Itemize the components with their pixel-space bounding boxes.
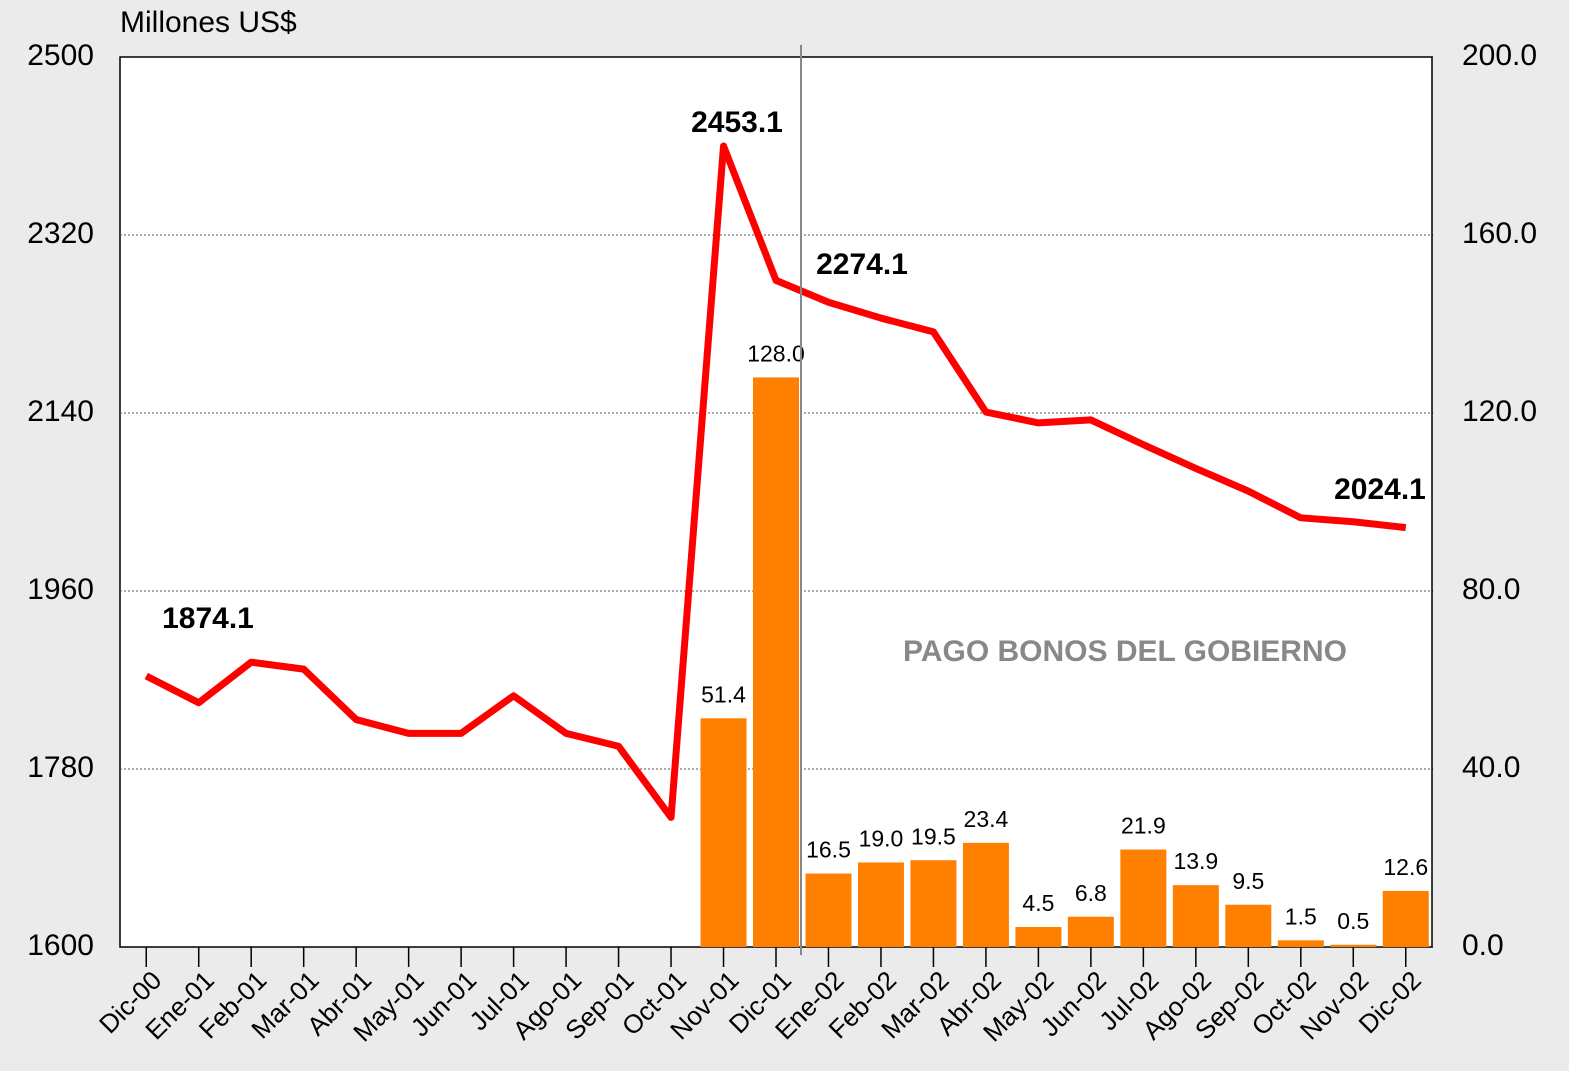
bar — [805, 873, 852, 947]
y2-tick-label: 120.0 — [1462, 395, 1537, 428]
annotation: 2453.1 — [691, 106, 783, 139]
bar — [1330, 944, 1377, 947]
annotation: PAGO BONOS DEL GOBIERNO — [903, 635, 1347, 668]
y-tick-label: 1600 — [27, 929, 94, 962]
bar-value-label: 19.0 — [859, 826, 904, 852]
bar — [1382, 890, 1429, 947]
bar-value-label: 51.4 — [701, 681, 746, 707]
line — [144, 142, 1407, 821]
y-tick-label: 1960 — [27, 573, 94, 606]
y-tick-label: 2320 — [27, 217, 94, 250]
y-tick-label: 2500 — [27, 39, 94, 72]
bar-value-label: 13.9 — [1173, 848, 1218, 874]
y2-tick-label: 160.0 — [1462, 217, 1537, 250]
bar — [1120, 849, 1167, 947]
y-tick-label: 1780 — [27, 751, 94, 784]
annotation: 2274.1 — [816, 248, 908, 281]
bar-value-label: 128.0 — [747, 340, 805, 366]
bar — [1277, 940, 1324, 947]
y2-tick-label: 40.0 — [1462, 751, 1520, 784]
annotation: 1874.1 — [162, 602, 254, 635]
bar-value-label: 21.9 — [1121, 813, 1166, 839]
bar — [700, 718, 747, 947]
bar-value-label: 4.5 — [1022, 890, 1054, 916]
y2-tick-label: 200.0 — [1462, 39, 1537, 72]
annotation: 2024.1 — [1334, 473, 1426, 506]
bar — [910, 860, 957, 947]
bar — [1172, 885, 1219, 947]
bar-value-label: 9.5 — [1232, 868, 1264, 894]
bar-value-label: 1.5 — [1285, 903, 1317, 929]
y-axis-label: Millones US$ — [120, 6, 297, 39]
bar-value-label: 23.4 — [964, 806, 1009, 832]
bar — [857, 862, 904, 947]
bar-value-label: 16.5 — [806, 837, 851, 863]
y2-tick-label: 0.0 — [1462, 929, 1504, 962]
bar — [1067, 916, 1114, 947]
bar — [1225, 904, 1272, 947]
bar-value-label: 12.6 — [1383, 854, 1428, 880]
bar — [962, 842, 1009, 947]
bar-value-label: 19.5 — [911, 823, 956, 849]
y-tick-label: 2140 — [27, 395, 94, 428]
bar-value-label: 6.8 — [1075, 880, 1107, 906]
bar — [753, 377, 799, 947]
y2-tick-label: 80.0 — [1462, 573, 1520, 606]
bar-value-label: 0.5 — [1337, 908, 1369, 934]
bar — [1015, 926, 1062, 947]
